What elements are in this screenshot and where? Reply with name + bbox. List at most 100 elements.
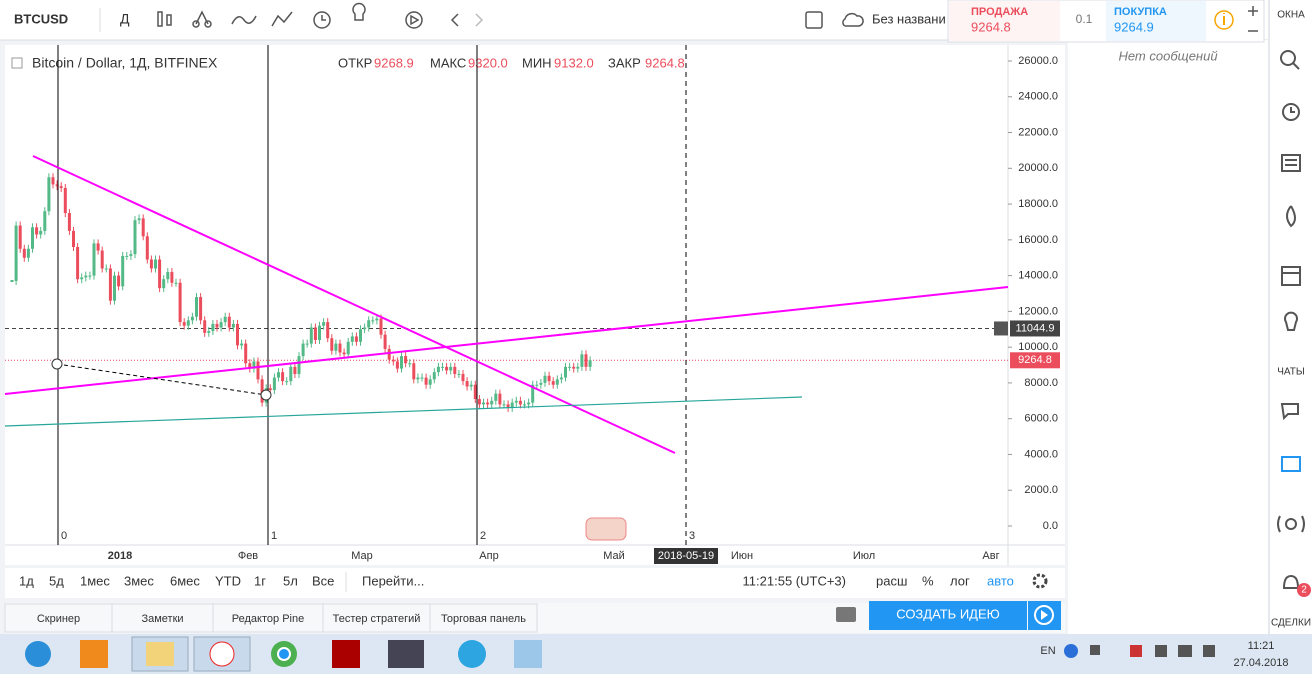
badge: [1297, 583, 1311, 597]
candle: [564, 366, 567, 378]
sidebar-windows[interactable]: ОКНА: [1277, 10, 1305, 21]
goto-button[interactable]: Перейти...: [362, 573, 424, 588]
scale-option[interactable]: расш: [876, 573, 907, 588]
scale-option[interactable]: авто: [987, 573, 1014, 588]
candle: [67, 213, 71, 231]
candle: [490, 400, 494, 405]
candle: [63, 187, 67, 214]
x-tick-label: Июл: [853, 550, 875, 562]
info-icon[interactable]: [1214, 10, 1234, 30]
candle: [559, 377, 563, 380]
candle: [395, 361, 399, 369]
x-tick-label: Авг: [982, 550, 999, 562]
range-button[interactable]: 5л: [283, 573, 298, 588]
x-tick-label: Мар: [351, 550, 373, 562]
camera-icon[interactable]: [836, 607, 856, 622]
tab[interactable]: [4, 603, 113, 633]
open-label: ОТКР: [338, 55, 372, 70]
sidebar-chats[interactable]: ЧАТЫ: [1277, 367, 1305, 378]
taskbar-apps[interactable]: [25, 636, 542, 672]
candle: [154, 259, 157, 269]
candle: [334, 343, 338, 351]
create-idea-button[interactable]: [869, 601, 1027, 630]
candle: [572, 366, 576, 369]
x-tick-label: Июн: [731, 550, 753, 562]
candle: [371, 320, 375, 322]
anchor[interactable]: [51, 358, 63, 370]
line-label: 0: [61, 530, 67, 542]
tray-icons[interactable]: [1064, 644, 1215, 658]
add-button[interactable]: [994, 321, 1008, 336]
range-button[interactable]: YTD: [215, 573, 241, 588]
candle: [420, 377, 424, 379]
range-button[interactable]: 3мес: [124, 573, 154, 588]
range-button[interactable]: 1д: [19, 573, 34, 588]
candle: [379, 318, 383, 335]
low-label: МИН: [522, 55, 552, 70]
y-tick-label: 2000.0: [1024, 484, 1058, 496]
candle: [338, 343, 342, 353]
anchor[interactable]: [260, 389, 272, 401]
candle: [248, 363, 252, 369]
close-label: ЗАКР: [608, 55, 641, 70]
sidebar-icons[interactable]: [1277, 50, 1305, 589]
taskbar-lang[interactable]: EN: [1040, 645, 1055, 657]
range-button[interactable]: 6мес: [170, 573, 200, 588]
layout-name[interactable]: Без названи: [872, 11, 946, 26]
symbol[interactable]: BTCUSD: [14, 11, 68, 26]
candle: [277, 372, 280, 378]
candle: [494, 393, 498, 401]
interval[interactable]: Д: [120, 11, 130, 27]
candle: [305, 343, 309, 345]
candle: [219, 322, 223, 328]
candle: [199, 297, 203, 321]
price-marker-label: 11044.9: [1016, 322, 1055, 334]
create-idea-label: СОЗДАТЬ ИДЕЮ: [896, 606, 1000, 621]
y-tick-label: 16000.0: [1018, 234, 1058, 246]
buy-label: ПОКУПКА: [1114, 6, 1167, 18]
candle: [449, 366, 453, 371]
candle: [252, 361, 256, 369]
candle: [47, 177, 51, 212]
range-button[interactable]: 1г: [254, 573, 266, 588]
candle: [363, 327, 367, 330]
candle: [322, 322, 326, 326]
toolbar-icons[interactable]: [157, 2, 864, 29]
buy-button[interactable]: [1106, 1, 1206, 41]
sidebar-deals[interactable]: СДЕЛКИ: [1271, 618, 1311, 629]
tab[interactable]: [429, 603, 538, 633]
high-value: 9320.0: [468, 55, 508, 70]
candle: [387, 348, 391, 360]
candle: [207, 331, 211, 333]
tab[interactable]: [111, 603, 214, 633]
scale-option[interactable]: %: [922, 573, 934, 588]
legend-title: Bitcoin / Dollar, 1Д, BITFINEX: [32, 55, 218, 71]
candle: [26, 248, 30, 258]
candle: [195, 297, 198, 317]
qty-buttons[interactable]: [1248, 6, 1258, 32]
candle: [465, 381, 469, 387]
taskbar-date: 27.04.2018: [1233, 657, 1288, 669]
candle: [96, 243, 100, 251]
candle: [432, 372, 436, 380]
candle: [293, 366, 297, 374]
range-button[interactable]: 1мес: [80, 573, 110, 588]
candle: [506, 404, 510, 408]
candle: [477, 399, 481, 405]
scale-option[interactable]: лог: [950, 573, 970, 588]
cursor-date: 2018-05-19: [658, 550, 714, 562]
sell-button[interactable]: [949, 1, 1060, 41]
tab[interactable]: [322, 603, 431, 633]
range-button[interactable]: Все: [312, 573, 334, 588]
range-button[interactable]: 5д: [49, 573, 64, 588]
candle: [268, 388, 272, 391]
candle: [162, 279, 166, 289]
collapse-icon[interactable]: [11, 57, 23, 69]
events-icon[interactable]: [585, 517, 627, 541]
line-label: 2: [480, 530, 486, 542]
settings-icon[interactable]: [1032, 573, 1048, 589]
trend-line: [4, 286, 1009, 395]
candle: [133, 220, 137, 255]
candle: [240, 343, 244, 346]
